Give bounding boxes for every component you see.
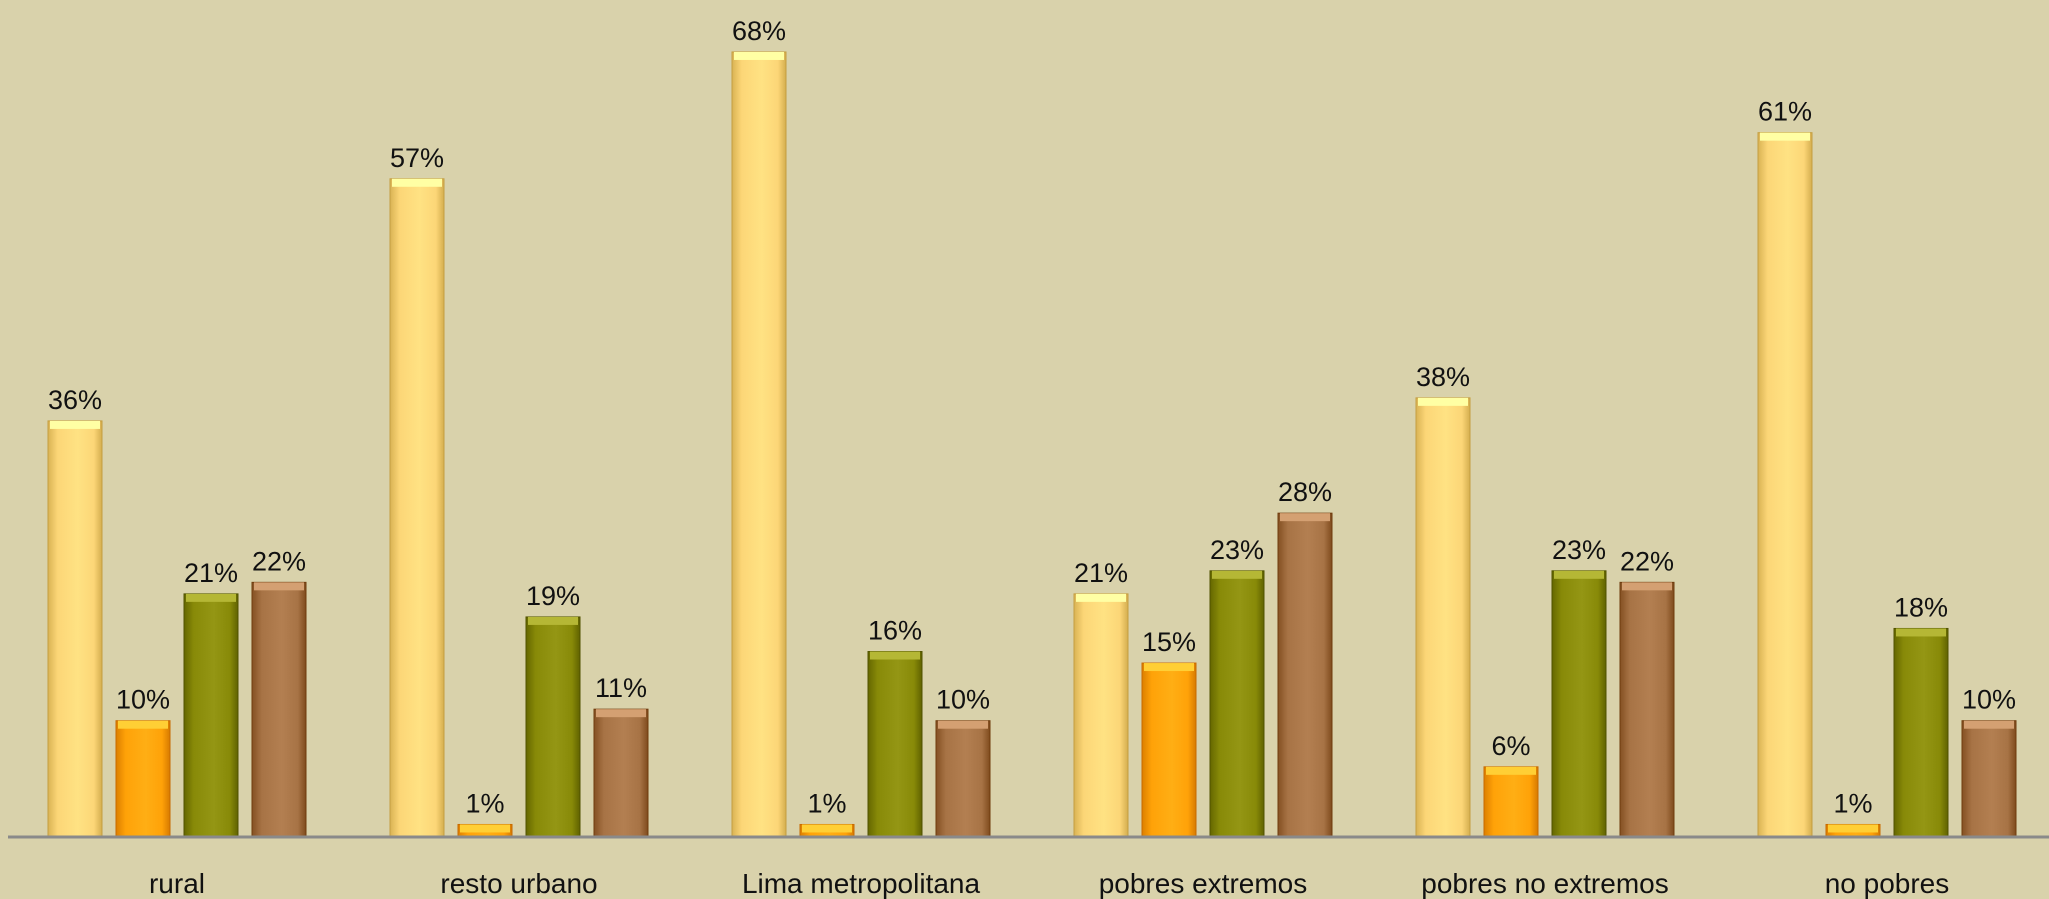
bar-cap-lima-metropolitana-series-3 (870, 651, 920, 660)
data-label: 1% (1833, 788, 1872, 818)
bar-no-pobres-series-4 (1961, 720, 2017, 837)
bar-cap-pobres-no-extremos-series-3 (1554, 570, 1604, 579)
data-label: 1% (807, 788, 846, 818)
data-label: 57% (390, 143, 444, 173)
data-label: 19% (526, 581, 580, 611)
bar-resto-urbano-series-3 (525, 616, 581, 837)
data-label: 10% (1962, 685, 2016, 715)
bar-cap-no-pobres-series-2 (1828, 824, 1878, 833)
bar-cap-pobres-no-extremos-series-2 (1486, 766, 1536, 775)
bar-rural-series-1 (47, 420, 103, 837)
data-label: 22% (252, 546, 306, 576)
bar-cap-no-pobres-series-4 (1964, 720, 2014, 729)
bar-cap-pobres-extremos-series-3 (1212, 570, 1262, 579)
category-label: pobres no extremos (1421, 868, 1668, 899)
data-label: 1% (465, 788, 504, 818)
bar-cap-lima-metropolitana-series-2 (802, 824, 852, 833)
bars-layer (47, 51, 2017, 837)
data-label: 16% (868, 616, 922, 646)
data-label: 23% (1552, 535, 1606, 565)
category-label: rural (149, 868, 205, 899)
bar-cap-lima-metropolitana-series-1 (734, 51, 784, 60)
bar-cap-resto-urbano-series-1 (392, 178, 442, 187)
data-label: 36% (48, 385, 102, 415)
bar-rural-series-4 (251, 581, 307, 837)
bar-cap-rural-series-4 (254, 582, 304, 591)
data-label: 23% (1210, 535, 1264, 565)
bar-rural-series-2 (115, 720, 171, 837)
bar-lima-metropolitana-series-1 (731, 51, 787, 837)
bar-cap-pobres-extremos-series-2 (1144, 663, 1194, 672)
bar-cap-rural-series-2 (118, 720, 168, 729)
bar-no-pobres-series-3 (1893, 627, 1949, 837)
bar-cap-pobres-extremos-series-1 (1076, 593, 1126, 602)
data-label: 28% (1278, 477, 1332, 507)
bar-pobres-no-extremos-series-1 (1415, 397, 1471, 837)
category-label: no pobres (1825, 868, 1950, 899)
data-label: 22% (1620, 546, 1674, 576)
bar-cap-pobres-no-extremos-series-4 (1622, 582, 1672, 591)
data-label: 18% (1894, 592, 1948, 622)
bar-cap-resto-urbano-series-3 (528, 616, 578, 625)
bar-resto-urbano-series-4 (593, 708, 649, 837)
category-label: Lima metropolitana (742, 868, 981, 899)
bar-pobres-no-extremos-series-3 (1551, 570, 1607, 837)
bar-cap-rural-series-1 (50, 420, 100, 429)
data-label: 15% (1142, 627, 1196, 657)
bar-no-pobres-series-1 (1757, 132, 1813, 837)
bar-cap-pobres-no-extremos-series-1 (1418, 397, 1468, 406)
category-labels-layer: rural resto urbano Lima metropolitana pobre… (149, 868, 1949, 899)
bar-cap-no-pobres-series-1 (1760, 132, 1810, 141)
bar-cap-no-pobres-series-3 (1896, 628, 1946, 637)
bar-lima-metropolitana-series-3 (867, 651, 923, 837)
bar-resto-urbano-series-1 (389, 178, 445, 837)
bar-lima-metropolitana-series-4 (935, 720, 991, 837)
bar-pobres-extremos-series-2 (1141, 662, 1197, 837)
bar-pobres-extremos-series-1 (1073, 593, 1129, 837)
data-label: 61% (1758, 97, 1812, 127)
bar-pobres-no-extremos-series-2 (1483, 766, 1539, 837)
data-label: 38% (1416, 362, 1470, 392)
data-label: 10% (936, 685, 990, 715)
bar-cap-resto-urbano-series-2 (460, 824, 510, 833)
category-label: resto urbano (440, 868, 597, 899)
bar-cap-resto-urbano-series-4 (596, 709, 646, 718)
bar-rural-series-3 (183, 593, 239, 837)
data-label: 6% (1491, 731, 1530, 761)
bar-cap-lima-metropolitana-series-4 (938, 720, 988, 729)
category-label: pobres extremos (1099, 868, 1308, 899)
data-label: 11% (595, 673, 647, 703)
data-label: 10% (116, 685, 170, 715)
bar-cap-pobres-extremos-series-4 (1280, 513, 1330, 522)
bar-cap-rural-series-3 (186, 593, 236, 602)
data-labels-layer: 36% 10% 21% 22% 57% 1% 19% 11% 68% 1% 16% 10% 21% 15%… (48, 16, 2016, 819)
bar-pobres-extremos-series-4 (1277, 512, 1333, 837)
bar-pobres-no-extremos-series-4 (1619, 581, 1675, 837)
data-label: 21% (184, 558, 238, 588)
data-label: 21% (1074, 558, 1128, 588)
bar-pobres-extremos-series-3 (1209, 570, 1265, 837)
data-label: 68% (732, 16, 786, 46)
